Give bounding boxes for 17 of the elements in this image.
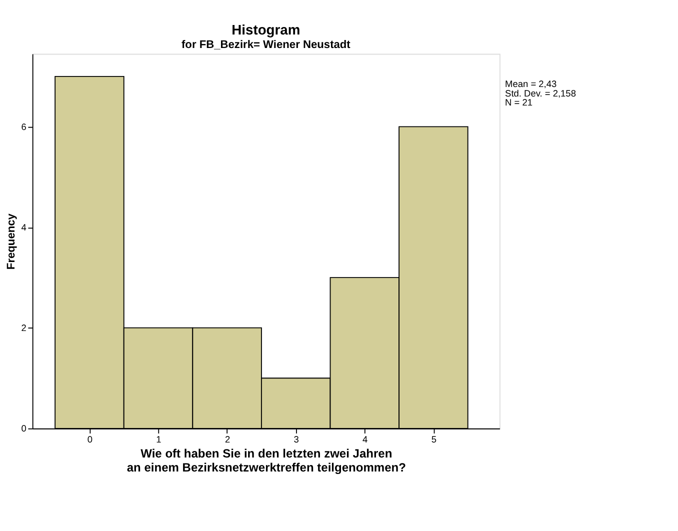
x-tick-label: 0: [87, 434, 93, 445]
x-axis-title: Wie oft haben Sie in den letzten zwei Jahren an einem Bezirksnetzwerktreffen teilgenommen?: [126, 446, 406, 474]
y-tick-label: 6: [21, 122, 26, 132]
x-tick-label: 5: [431, 434, 436, 445]
y-tick-label: 4: [21, 222, 26, 233]
chart-subtitle: for FB_Bezirk= Wiener Neustadt: [181, 39, 351, 52]
y-tick-label: 2: [21, 323, 26, 334]
x-tick-label: 2: [224, 434, 230, 445]
text: Mean = 2,43: [505, 79, 557, 90]
text: Std. Dev. = 2,158: [505, 88, 576, 98]
x-tick-label: 1: [156, 434, 162, 445]
y-tick-label: 0: [21, 424, 26, 434]
x-tick-label: 3: [294, 434, 299, 445]
y-axis-title: Frequency: [6, 212, 18, 270]
chart-title: Histogram: [232, 21, 300, 38]
text: N = 21: [505, 98, 532, 108]
x-tick-label: 4: [362, 434, 368, 445]
